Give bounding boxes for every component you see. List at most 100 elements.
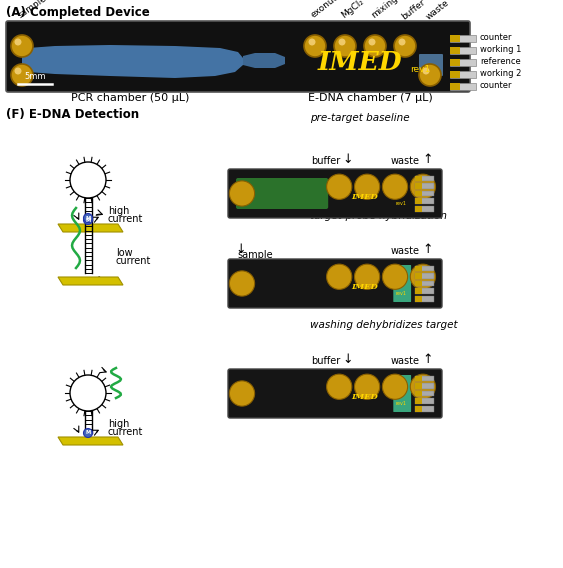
- Text: waste: waste: [425, 0, 451, 22]
- Circle shape: [364, 35, 386, 57]
- Text: M: M: [86, 431, 91, 436]
- Bar: [450, 35, 460, 42]
- Text: PCR chamber (50 μL): PCR chamber (50 μL): [71, 93, 189, 103]
- Circle shape: [334, 35, 356, 57]
- Bar: [415, 281, 434, 286]
- Text: M: M: [86, 218, 91, 223]
- Text: sample: sample: [17, 0, 49, 20]
- Bar: [450, 35, 476, 42]
- Text: waste: waste: [391, 156, 420, 166]
- Text: counter: counter: [480, 34, 512, 43]
- Circle shape: [355, 374, 379, 399]
- Circle shape: [382, 264, 408, 289]
- Text: E-DNA chamber (7 μL): E-DNA chamber (7 μL): [307, 93, 432, 103]
- FancyBboxPatch shape: [236, 178, 328, 209]
- Text: (F) E-DNA Detection: (F) E-DNA Detection: [6, 108, 139, 121]
- Text: current: current: [108, 427, 144, 437]
- FancyBboxPatch shape: [394, 265, 411, 302]
- Circle shape: [304, 35, 326, 57]
- Bar: [415, 375, 422, 381]
- Text: M: M: [86, 215, 91, 220]
- Circle shape: [410, 374, 436, 399]
- Bar: [415, 383, 422, 389]
- Bar: [415, 198, 422, 204]
- Polygon shape: [22, 45, 243, 78]
- Bar: [415, 281, 422, 286]
- Circle shape: [229, 271, 254, 296]
- Text: buffer: buffer: [311, 356, 340, 366]
- Text: high: high: [108, 206, 129, 216]
- Polygon shape: [243, 53, 285, 68]
- Bar: [415, 198, 434, 204]
- Bar: [450, 71, 476, 78]
- Bar: [450, 59, 460, 66]
- Circle shape: [338, 39, 346, 45]
- Bar: [415, 176, 434, 181]
- Circle shape: [355, 174, 379, 199]
- Text: pre-target baseline: pre-target baseline: [310, 113, 410, 123]
- Text: IMED: IMED: [351, 283, 378, 291]
- Text: sample: sample: [237, 250, 272, 260]
- Bar: [415, 296, 422, 302]
- Text: low: low: [116, 248, 133, 258]
- Bar: [415, 406, 422, 411]
- Text: IMED: IMED: [318, 49, 403, 74]
- Circle shape: [410, 264, 436, 289]
- Bar: [415, 265, 422, 271]
- Circle shape: [83, 428, 92, 437]
- Bar: [415, 289, 422, 294]
- Bar: [450, 83, 460, 90]
- Bar: [415, 391, 422, 396]
- Text: rev1: rev1: [396, 401, 407, 406]
- Bar: [415, 191, 422, 196]
- Circle shape: [70, 375, 106, 411]
- Text: current: current: [108, 214, 144, 224]
- Bar: [415, 273, 422, 278]
- Bar: [415, 289, 434, 294]
- Circle shape: [422, 68, 430, 74]
- FancyBboxPatch shape: [394, 375, 411, 412]
- Text: exonuclease: exonuclease: [310, 0, 360, 20]
- Bar: [450, 47, 460, 54]
- Bar: [415, 383, 434, 389]
- Bar: [450, 59, 476, 66]
- Bar: [450, 71, 460, 78]
- FancyBboxPatch shape: [228, 369, 442, 418]
- Circle shape: [382, 374, 408, 399]
- Text: target-probe hybridization: target-probe hybridization: [310, 211, 447, 221]
- Text: ↑: ↑: [422, 353, 432, 366]
- Polygon shape: [58, 437, 123, 445]
- Text: mixing: mixing: [369, 0, 399, 20]
- Circle shape: [369, 39, 376, 45]
- Bar: [415, 406, 434, 411]
- Text: rev1: rev1: [396, 201, 407, 206]
- Polygon shape: [58, 277, 123, 285]
- Circle shape: [15, 39, 21, 45]
- Text: buffer: buffer: [311, 156, 340, 166]
- Circle shape: [11, 64, 33, 86]
- Bar: [415, 191, 434, 196]
- Text: 5mm: 5mm: [24, 72, 46, 81]
- Circle shape: [394, 35, 416, 57]
- Circle shape: [15, 68, 21, 74]
- Circle shape: [309, 39, 315, 45]
- Circle shape: [83, 215, 92, 224]
- Bar: [450, 47, 476, 54]
- Circle shape: [70, 162, 106, 198]
- Circle shape: [327, 264, 352, 289]
- Bar: [415, 206, 422, 211]
- Text: washing dehybridizes target: washing dehybridizes target: [310, 320, 458, 330]
- Circle shape: [229, 181, 254, 206]
- Text: MgCl₂: MgCl₂: [339, 0, 365, 20]
- Text: ↑: ↑: [422, 153, 432, 166]
- Circle shape: [419, 64, 441, 86]
- Bar: [415, 183, 434, 189]
- FancyBboxPatch shape: [6, 21, 470, 92]
- FancyBboxPatch shape: [228, 259, 442, 308]
- Text: working 1: working 1: [480, 45, 521, 55]
- Text: IMED: IMED: [351, 193, 378, 201]
- Bar: [415, 398, 422, 404]
- Text: rev1: rev1: [396, 291, 407, 296]
- FancyBboxPatch shape: [228, 169, 442, 218]
- Bar: [415, 398, 434, 404]
